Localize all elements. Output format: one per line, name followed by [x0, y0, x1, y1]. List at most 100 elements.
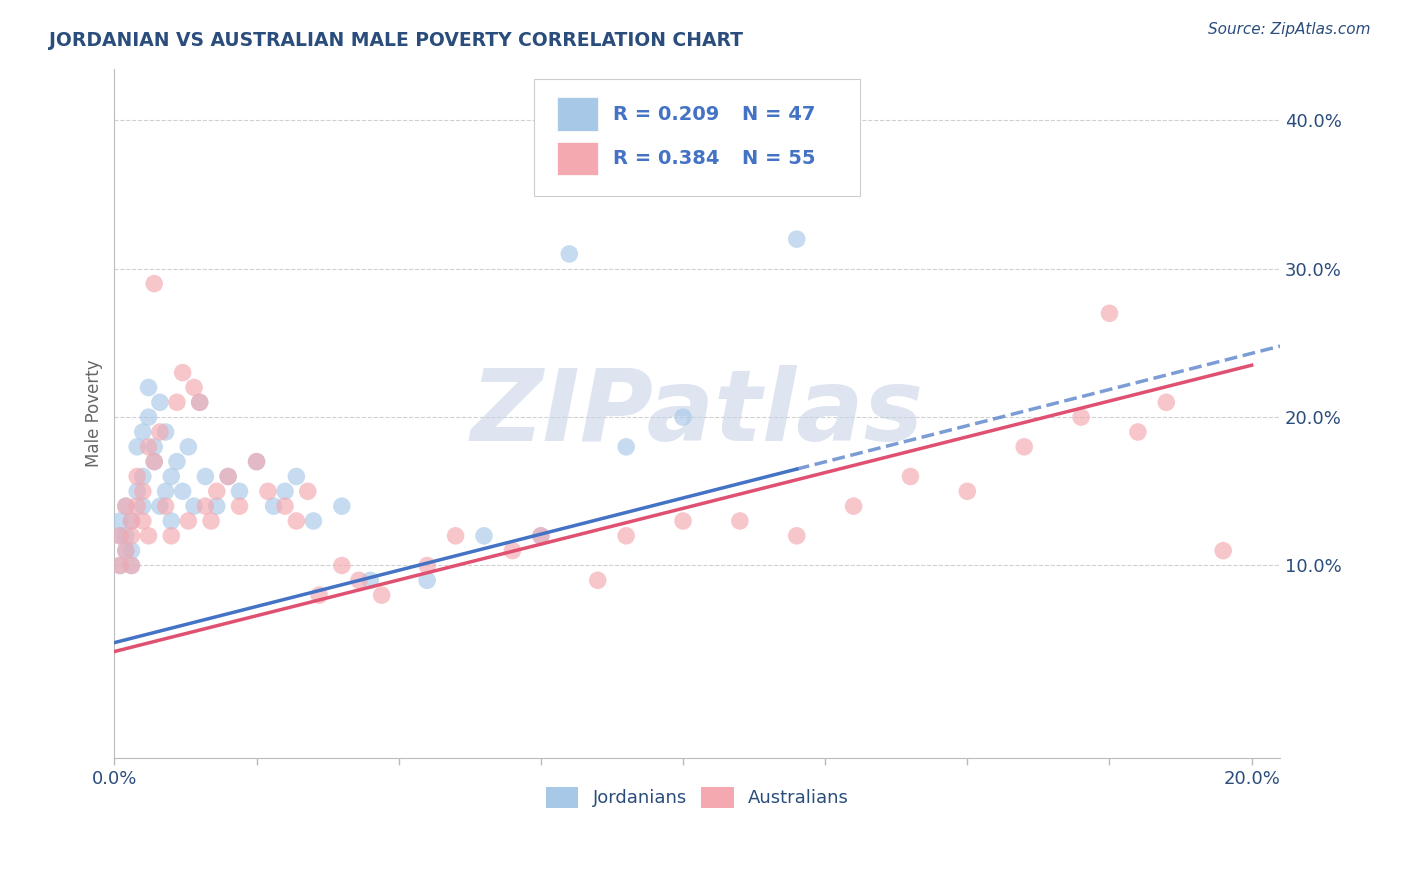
- Point: [501, 543, 523, 558]
- Text: N = 55: N = 55: [741, 149, 815, 168]
- Text: R = 0.209: R = 0.209: [613, 104, 720, 124]
- Point: [416, 574, 439, 588]
- Point: [530, 529, 553, 543]
- Point: [956, 484, 979, 499]
- Point: [121, 514, 143, 528]
- Point: [330, 499, 353, 513]
- Point: [143, 455, 166, 469]
- Point: [138, 410, 160, 425]
- Point: [108, 558, 131, 573]
- Point: [149, 499, 172, 513]
- Point: [257, 484, 280, 499]
- Point: [183, 499, 205, 513]
- Point: [347, 574, 370, 588]
- Point: [121, 558, 143, 573]
- Point: [586, 574, 609, 588]
- Point: [1212, 543, 1234, 558]
- Point: [149, 395, 172, 409]
- Point: [143, 277, 166, 291]
- Point: [285, 469, 308, 483]
- Point: [245, 455, 267, 469]
- Point: [108, 558, 131, 573]
- Point: [114, 543, 136, 558]
- Point: [263, 499, 285, 513]
- Point: [1156, 395, 1178, 409]
- Text: ZIPatlas: ZIPatlas: [471, 365, 924, 462]
- Y-axis label: Male Poverty: Male Poverty: [86, 359, 103, 467]
- Point: [217, 469, 239, 483]
- Point: [274, 484, 297, 499]
- Point: [132, 469, 155, 483]
- Point: [132, 514, 155, 528]
- Point: [127, 469, 149, 483]
- Point: [155, 484, 177, 499]
- Point: [127, 440, 149, 454]
- Point: [166, 455, 188, 469]
- Point: [172, 484, 194, 499]
- Point: [114, 499, 136, 513]
- Point: [121, 514, 143, 528]
- Point: [172, 366, 194, 380]
- Point: [444, 529, 467, 543]
- Point: [114, 499, 136, 513]
- Point: [359, 574, 381, 588]
- Point: [302, 514, 325, 528]
- Point: [121, 558, 143, 573]
- Point: [530, 529, 553, 543]
- Point: [245, 455, 267, 469]
- Point: [143, 440, 166, 454]
- Point: [1070, 410, 1092, 425]
- Point: [370, 588, 392, 602]
- Point: [114, 543, 136, 558]
- Bar: [557, 97, 598, 130]
- Bar: [557, 143, 598, 176]
- Point: [842, 499, 865, 513]
- Point: [194, 469, 217, 483]
- Point: [472, 529, 495, 543]
- Point: [127, 484, 149, 499]
- Point: [1126, 425, 1149, 439]
- Text: R = 0.384: R = 0.384: [613, 149, 720, 168]
- Point: [900, 469, 922, 483]
- Point: [228, 484, 250, 499]
- Point: [138, 529, 160, 543]
- Point: [132, 425, 155, 439]
- Point: [177, 514, 200, 528]
- Point: [108, 529, 131, 543]
- Point: [143, 455, 166, 469]
- Point: [416, 558, 439, 573]
- Point: [672, 410, 695, 425]
- Point: [138, 380, 160, 394]
- Point: [121, 543, 143, 558]
- Point: [114, 529, 136, 543]
- Point: [728, 514, 751, 528]
- Point: [786, 232, 808, 246]
- Legend: Jordanians, Australians: Jordanians, Australians: [538, 780, 856, 815]
- Point: [228, 499, 250, 513]
- Point: [121, 529, 143, 543]
- Point: [108, 529, 131, 543]
- Point: [558, 247, 581, 261]
- Point: [285, 514, 308, 528]
- Text: Source: ZipAtlas.com: Source: ZipAtlas.com: [1208, 22, 1371, 37]
- FancyBboxPatch shape: [534, 78, 860, 196]
- Point: [614, 440, 637, 454]
- Point: [138, 440, 160, 454]
- Point: [1098, 306, 1121, 320]
- Point: [786, 529, 808, 543]
- Point: [614, 529, 637, 543]
- Point: [217, 469, 239, 483]
- Text: N = 47: N = 47: [741, 104, 815, 124]
- Point: [132, 499, 155, 513]
- Point: [108, 514, 131, 528]
- Point: [166, 395, 188, 409]
- Point: [330, 558, 353, 573]
- Point: [155, 425, 177, 439]
- Point: [160, 469, 183, 483]
- Point: [308, 588, 330, 602]
- Point: [1012, 440, 1035, 454]
- Text: JORDANIAN VS AUSTRALIAN MALE POVERTY CORRELATION CHART: JORDANIAN VS AUSTRALIAN MALE POVERTY COR…: [49, 31, 744, 50]
- Point: [160, 529, 183, 543]
- Point: [132, 484, 155, 499]
- Point: [274, 499, 297, 513]
